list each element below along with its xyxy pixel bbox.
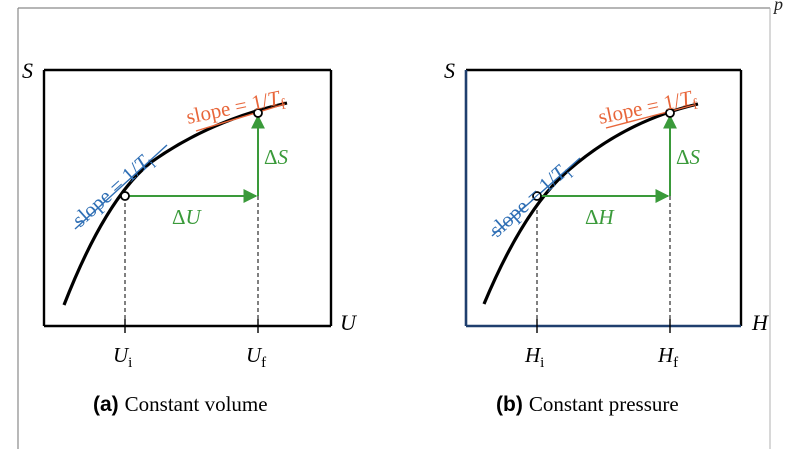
panel-b-slope-final-label: slope = 1/Tf	[596, 85, 699, 133]
panel-b-point-initial	[532, 191, 542, 201]
panel-b-tangent-final	[605, 104, 695, 129]
panel-b-tick-final-label: Hf	[657, 343, 678, 371]
panel-b: S H slope = 1/Ti slope = 1/Tf ΔH ΔS Hi H…	[444, 58, 769, 416]
panel-a-point-final	[253, 108, 263, 118]
panel-b-slope-initial-label: slope = 1/Ti	[484, 158, 576, 245]
panel-a-tick-initial-label: Ui	[113, 343, 132, 371]
panel-a-slope-initial-label: slope = 1/Ti	[67, 148, 159, 235]
panel-b-entropy-curve	[482, 102, 699, 305]
panel-b-delta-y-label: ΔS	[676, 145, 701, 169]
panel-a-caption: (a) Constant volume	[93, 392, 268, 416]
panel-b-y-axis-label: S	[444, 58, 455, 83]
panel-b-delta-x-label: ΔH	[585, 205, 616, 229]
panel-b-point-final	[665, 108, 675, 118]
panel-a-slope-final-label: slope = 1/Tf	[184, 85, 287, 133]
panel-a-entropy-curve	[62, 101, 288, 306]
panel-a-y-axis-label: S	[22, 58, 33, 83]
panel-a-point-initial	[120, 191, 130, 201]
panel-b-caption: (b) Constant pressure	[496, 392, 679, 416]
panel-a-tangent-initial	[74, 144, 168, 230]
panel-a-delta-x-label: ΔU	[172, 205, 203, 229]
panel-a-tick-final-label: Uf	[246, 343, 266, 371]
panel-a: S U slope = 1/Ti slope = 1/Tf ΔU ΔS Ui U…	[22, 58, 358, 416]
panel-b-x-axis-label: H	[751, 310, 769, 335]
page-corner-text: p	[774, 0, 783, 14]
panel-a-tangent-final	[195, 103, 286, 132]
panel-a-x-axis-label: U	[340, 310, 358, 335]
panel-b-tick-initial-label: Hi	[524, 343, 544, 371]
panel-a-delta-y-label: ΔS	[264, 145, 289, 169]
